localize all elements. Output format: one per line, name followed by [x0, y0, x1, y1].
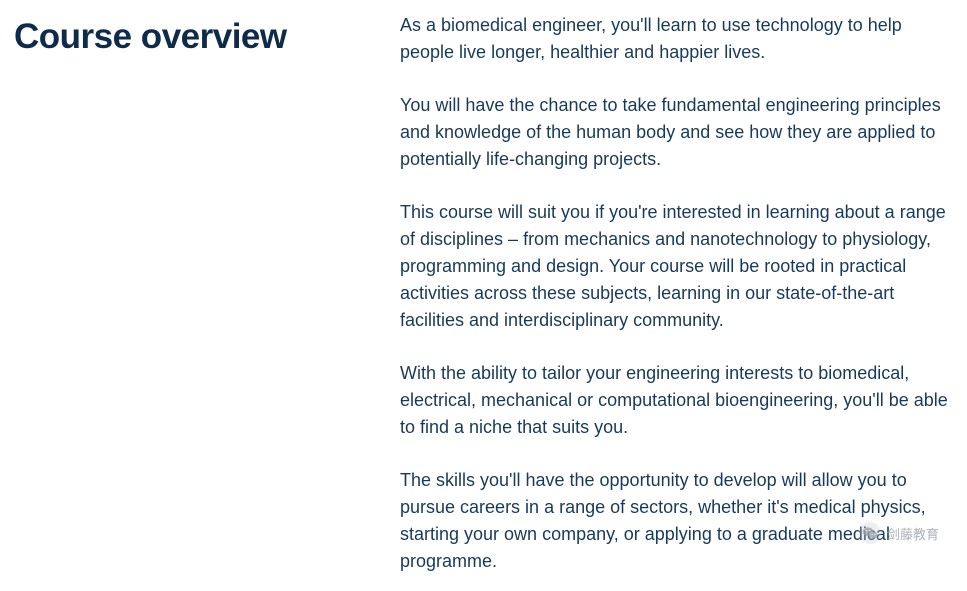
course-overview-heading: Course overview: [14, 16, 354, 58]
overview-paragraph: This course will suit you if you're inte…: [400, 199, 953, 334]
page-container: Course overview As a biomedical engineer…: [0, 0, 967, 591]
overview-paragraph: As a biomedical engineer, you'll learn t…: [400, 12, 953, 66]
overview-paragraph: With the ability to tailor your engineer…: [400, 360, 953, 441]
heading-column: Course overview: [14, 12, 354, 58]
overview-paragraph: The skills you'll have the opportunity t…: [400, 467, 953, 575]
overview-paragraph: You will have the chance to take fundame…: [400, 92, 953, 173]
body-column: As a biomedical engineer, you'll learn t…: [400, 12, 953, 575]
